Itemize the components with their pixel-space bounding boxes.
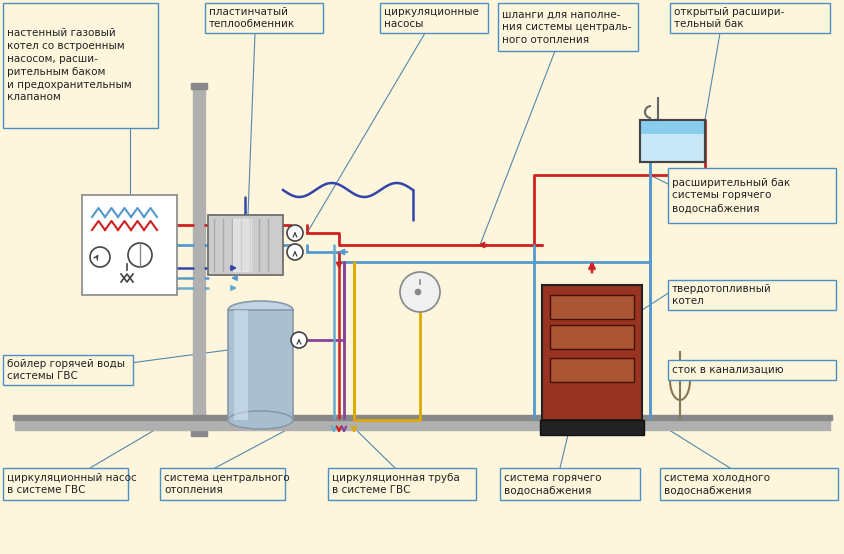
FancyBboxPatch shape <box>660 468 838 500</box>
Text: система центрального
отопления: система центрального отопления <box>164 473 289 495</box>
Text: шланги для наполне-
ния системы централь-
ного отопления: шланги для наполне- ния системы централь… <box>502 9 631 45</box>
Text: твердотопливный
котел: твердотопливный котел <box>672 284 771 306</box>
FancyBboxPatch shape <box>3 3 158 128</box>
FancyBboxPatch shape <box>380 3 488 33</box>
Text: пластинчатый
теплообменник: пластинчатый теплообменник <box>209 7 295 29</box>
FancyBboxPatch shape <box>205 3 323 33</box>
Bar <box>640 120 705 162</box>
Text: сток в канализацию: сток в канализацию <box>672 365 783 375</box>
Bar <box>228 310 293 420</box>
FancyBboxPatch shape <box>3 355 133 385</box>
Bar <box>640 120 705 162</box>
Bar <box>640 120 705 134</box>
Ellipse shape <box>228 411 293 429</box>
Bar <box>542 285 642 420</box>
Text: циркуляционная труба
в системе ГВС: циркуляционная труба в системе ГВС <box>332 473 460 495</box>
Text: бойлер горячей воды
системы ГВС: бойлер горячей воды системы ГВС <box>7 358 125 381</box>
Bar <box>191 430 207 436</box>
FancyBboxPatch shape <box>498 3 638 51</box>
Bar <box>540 420 644 435</box>
Bar <box>550 295 634 319</box>
Ellipse shape <box>228 301 293 319</box>
FancyBboxPatch shape <box>82 195 177 295</box>
FancyBboxPatch shape <box>500 468 640 500</box>
Text: система горячего
водоснабжения: система горячего водоснабжения <box>504 473 602 495</box>
Bar <box>550 358 634 382</box>
Circle shape <box>287 225 303 241</box>
Text: циркуляционные
насосы: циркуляционные насосы <box>384 7 479 29</box>
FancyBboxPatch shape <box>208 215 283 275</box>
Bar <box>191 83 207 89</box>
Bar <box>550 325 634 349</box>
Text: система холодного
водоснабжения: система холодного водоснабжения <box>664 473 770 495</box>
FancyBboxPatch shape <box>668 360 836 380</box>
Circle shape <box>415 289 421 295</box>
FancyBboxPatch shape <box>670 3 830 33</box>
Bar <box>13 415 832 420</box>
Text: настенный газовый
котел со встроенным
насосом, расши-
рительным баком
и предохра: настенный газовый котел со встроенным на… <box>7 28 132 102</box>
FancyBboxPatch shape <box>328 468 476 500</box>
Text: циркуляционный насос
в системе ГВС: циркуляционный насос в системе ГВС <box>7 473 137 495</box>
Bar <box>15 418 830 430</box>
Circle shape <box>90 247 110 267</box>
Bar <box>193 85 205 433</box>
Circle shape <box>128 243 152 267</box>
FancyBboxPatch shape <box>3 468 128 500</box>
Bar <box>234 310 248 420</box>
FancyBboxPatch shape <box>668 168 836 223</box>
Bar <box>233 219 251 271</box>
Circle shape <box>287 244 303 260</box>
Text: расширительный бак
системы горячего
водоснабжения: расширительный бак системы горячего водо… <box>672 178 790 213</box>
Circle shape <box>291 332 307 348</box>
FancyBboxPatch shape <box>160 468 285 500</box>
FancyBboxPatch shape <box>668 280 836 310</box>
Text: открытый расшири-
тельный бак: открытый расшири- тельный бак <box>674 7 784 29</box>
Circle shape <box>400 272 440 312</box>
